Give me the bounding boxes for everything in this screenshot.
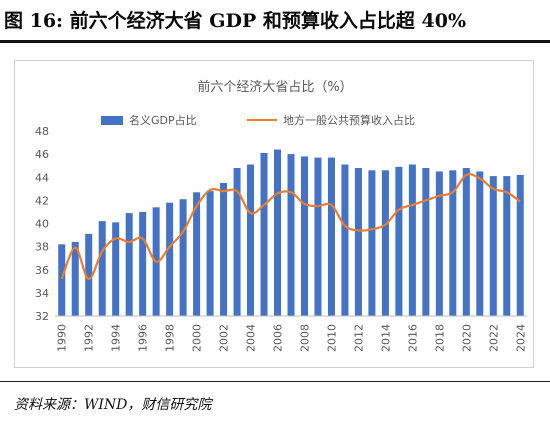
bar (98, 221, 106, 316)
legend-bar-label: 名义GDP占比 (129, 113, 197, 127)
x-tick-label: 1990 (56, 324, 69, 352)
x-tick-label: 2006 (272, 324, 285, 352)
bar (220, 183, 228, 316)
bar (422, 168, 430, 316)
x-tick-label: 2008 (298, 324, 311, 352)
x-tick-label: 2018 (433, 324, 446, 352)
chart-svg: 前六个经济大省占比（%） 名义GDP占比 地方一般公共预算收入占比 32 34 36… (35, 79, 527, 352)
x-tick-label: 1994 (110, 324, 123, 352)
x-tick-label: 2004 (245, 324, 258, 352)
bar (166, 202, 174, 316)
x-tick-label: 2002 (218, 324, 231, 352)
x-tick-label: 1992 (83, 324, 96, 352)
x-tick-label: 2010 (325, 324, 338, 352)
bar (435, 171, 443, 316)
chart-panel: 前六个经济大省占比（%） 名义GDP占比 地方一般公共预算收入占比 32 34 36… (14, 60, 534, 368)
x-tick-label: 2000 (191, 324, 204, 352)
x-tick-label: 2020 (460, 324, 473, 352)
bar (274, 149, 282, 316)
y-tick-label: 42 (35, 194, 49, 207)
bar (71, 242, 79, 316)
bar (341, 164, 349, 316)
line-series (60, 173, 521, 281)
bar (408, 164, 416, 316)
x-tick-label: 1996 (137, 324, 150, 352)
source-rule (0, 381, 550, 382)
bar (193, 192, 201, 316)
bar (489, 176, 497, 316)
bar (503, 176, 511, 316)
y-tick-label: 36 (35, 264, 49, 277)
bar (462, 168, 470, 316)
bar (125, 213, 133, 316)
y-tick-label: 48 (35, 125, 49, 138)
y-tick-label: 34 (35, 287, 49, 300)
bar (449, 170, 457, 316)
bar (327, 157, 335, 316)
bar (516, 174, 524, 316)
chart-title: 前六个经济大省占比（%） (197, 79, 352, 95)
x-tick-label: 2016 (406, 324, 419, 352)
x-axis: 1990 1992 1994 1996 1998 2000 2002 2004 2006 2008… (55, 315, 527, 352)
y-tick-label: 38 (35, 241, 49, 254)
bar (476, 171, 484, 316)
y-tick-label: 32 (35, 310, 49, 323)
bar (354, 168, 362, 316)
x-tick-label: 1998 (164, 324, 177, 352)
legend-bar-swatch (101, 116, 123, 125)
legend-line-label: 地方一般公共预算收入占比 (283, 113, 415, 127)
bar (233, 168, 241, 316)
bar (85, 233, 93, 316)
y-tick-label: 44 (35, 171, 49, 184)
bar (300, 156, 308, 316)
bar (112, 222, 120, 316)
source-note: 资料来源：WIND，财信研究院 (14, 397, 212, 413)
bar (179, 199, 187, 316)
legend: 名义GDP占比 地方一般公共预算收入占比 (101, 113, 415, 127)
bar (58, 244, 66, 316)
y-tick-label: 40 (35, 218, 49, 231)
bar (314, 157, 322, 316)
title-rule (0, 40, 550, 43)
bar (381, 170, 389, 316)
bar (368, 170, 376, 316)
y-tick-label: 46 (35, 148, 49, 161)
bar (206, 191, 214, 316)
bar (139, 211, 147, 316)
figure-title: 图 16: 前六个经济大省 GDP 和预算收入占比超 40% (4, 10, 467, 32)
bar (395, 166, 403, 316)
x-tick-label: 2022 (487, 324, 500, 352)
bar (287, 154, 295, 316)
x-tick-label: 2012 (352, 324, 365, 352)
bar-series (58, 149, 524, 316)
x-tick-label: 2024 (514, 324, 527, 352)
bar (260, 152, 268, 316)
y-axis: 32 34 36 38 40 42 44 46 48 (35, 125, 49, 323)
x-tick-label: 2014 (379, 324, 392, 352)
bar (247, 164, 255, 316)
